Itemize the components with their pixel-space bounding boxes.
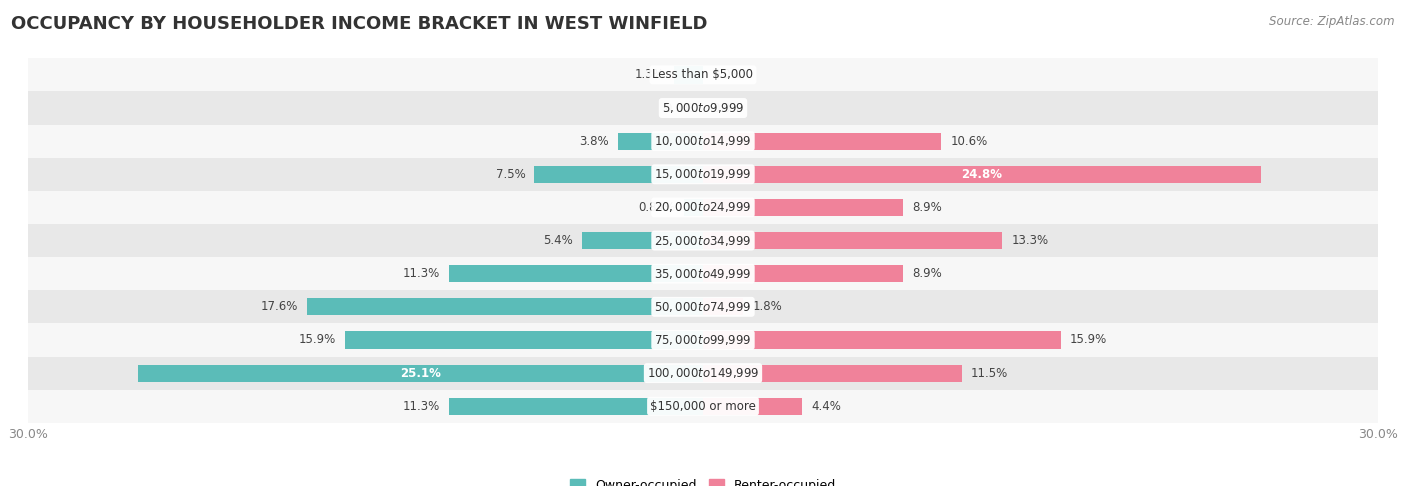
Text: 0.0%: 0.0% [711, 69, 741, 81]
Text: $5,000 to $9,999: $5,000 to $9,999 [662, 101, 744, 115]
Bar [582, 232, 703, 249]
Text: 8.9%: 8.9% [912, 201, 942, 214]
Bar [703, 265, 903, 282]
Text: 1.3%: 1.3% [636, 69, 665, 81]
Bar [703, 166, 1261, 183]
Text: 17.6%: 17.6% [260, 300, 298, 313]
Bar [703, 199, 903, 216]
Text: 15.9%: 15.9% [1070, 333, 1107, 347]
Bar [307, 298, 703, 315]
Bar [28, 390, 1378, 423]
Text: 24.8%: 24.8% [962, 168, 1002, 181]
Text: 11.3%: 11.3% [402, 267, 440, 280]
Text: $35,000 to $49,999: $35,000 to $49,999 [654, 267, 752, 281]
Bar [28, 158, 1378, 191]
Text: 3.8%: 3.8% [579, 135, 609, 148]
Text: $100,000 to $149,999: $100,000 to $149,999 [647, 366, 759, 380]
Bar [28, 124, 1378, 158]
Bar [346, 331, 703, 348]
Bar [685, 199, 703, 216]
Text: Source: ZipAtlas.com: Source: ZipAtlas.com [1270, 15, 1395, 28]
Text: 25.1%: 25.1% [401, 366, 441, 380]
Bar [703, 331, 1060, 348]
Text: 5.4%: 5.4% [543, 234, 572, 247]
Text: $10,000 to $14,999: $10,000 to $14,999 [654, 134, 752, 148]
Bar [449, 398, 703, 415]
Text: 13.3%: 13.3% [1011, 234, 1049, 247]
Bar [28, 257, 1378, 290]
Bar [28, 91, 1378, 124]
Text: 7.5%: 7.5% [495, 168, 526, 181]
Text: 11.5%: 11.5% [970, 366, 1008, 380]
Legend: Owner-occupied, Renter-occupied: Owner-occupied, Renter-occupied [565, 474, 841, 486]
Text: Less than $5,000: Less than $5,000 [652, 69, 754, 81]
Bar [449, 265, 703, 282]
Text: 10.6%: 10.6% [950, 135, 987, 148]
Bar [703, 398, 801, 415]
Bar [28, 224, 1378, 257]
Text: $75,000 to $99,999: $75,000 to $99,999 [654, 333, 752, 347]
Text: 0.0%: 0.0% [711, 102, 741, 115]
Bar [28, 323, 1378, 357]
Text: 0.0%: 0.0% [665, 102, 695, 115]
Text: 1.8%: 1.8% [752, 300, 782, 313]
Bar [138, 364, 703, 382]
Bar [28, 290, 1378, 323]
Bar [703, 298, 744, 315]
Text: OCCUPANCY BY HOUSEHOLDER INCOME BRACKET IN WEST WINFIELD: OCCUPANCY BY HOUSEHOLDER INCOME BRACKET … [11, 15, 707, 33]
Bar [28, 191, 1378, 224]
Text: $150,000 or more: $150,000 or more [650, 400, 756, 413]
Text: 11.3%: 11.3% [402, 400, 440, 413]
Text: $20,000 to $24,999: $20,000 to $24,999 [654, 200, 752, 214]
Bar [703, 232, 1002, 249]
Bar [534, 166, 703, 183]
Text: $25,000 to $34,999: $25,000 to $34,999 [654, 234, 752, 247]
Text: 4.4%: 4.4% [811, 400, 841, 413]
Bar [28, 58, 1378, 91]
Text: $50,000 to $74,999: $50,000 to $74,999 [654, 300, 752, 314]
Text: $15,000 to $19,999: $15,000 to $19,999 [654, 167, 752, 181]
Text: 15.9%: 15.9% [299, 333, 336, 347]
Bar [673, 66, 703, 84]
Text: 8.9%: 8.9% [912, 267, 942, 280]
Bar [617, 133, 703, 150]
Bar [703, 364, 962, 382]
Text: 0.84%: 0.84% [638, 201, 675, 214]
Bar [703, 133, 942, 150]
Bar [28, 357, 1378, 390]
